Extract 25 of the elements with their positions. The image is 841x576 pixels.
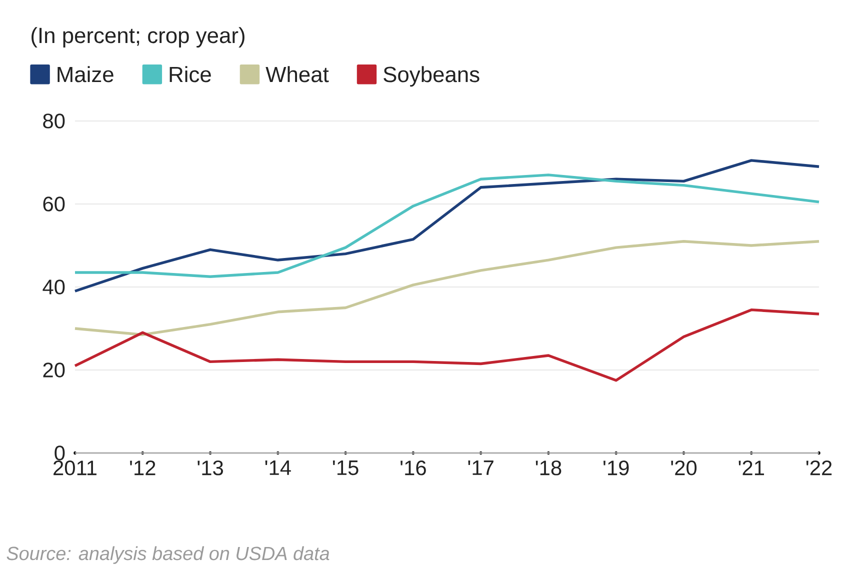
line-series <box>74 240 820 336</box>
x-tick-label: '13 <box>198 460 223 476</box>
y-tick-label: 20 <box>43 362 65 378</box>
x-tick-label: '19 <box>604 460 629 476</box>
x-tick-label: '16 <box>400 460 426 476</box>
line-series <box>74 308 820 382</box>
x-tick-label: '22 <box>806 460 832 476</box>
y-tick-label: 40 <box>42 280 65 294</box>
x-tick-label: '12 <box>130 460 156 476</box>
legend-label: Soybeans <box>384 66 480 87</box>
x-tick-label: '21 <box>738 460 764 476</box>
x-tick-label: '17 <box>468 460 494 475</box>
legend-label: Wheat <box>266 66 329 82</box>
y-tick-label: 80 <box>43 114 65 128</box>
x-tick-label: '18 <box>536 460 562 476</box>
chart-subtitle: (In percent; crop year) <box>32 27 244 48</box>
x-tick-label: '20 <box>671 460 697 476</box>
legend-label: Rice <box>170 66 211 82</box>
source-note: Source: analysis based on USDA data <box>6 546 330 564</box>
x-tick-label: '14 <box>265 460 291 475</box>
y-tick-label: 60 <box>43 196 65 212</box>
legend-label: Maize <box>58 66 114 82</box>
x-tick-label: 2011 <box>54 460 96 476</box>
x-tick-label: '15 <box>332 460 358 476</box>
y-tick-label: 0 <box>54 446 65 460</box>
